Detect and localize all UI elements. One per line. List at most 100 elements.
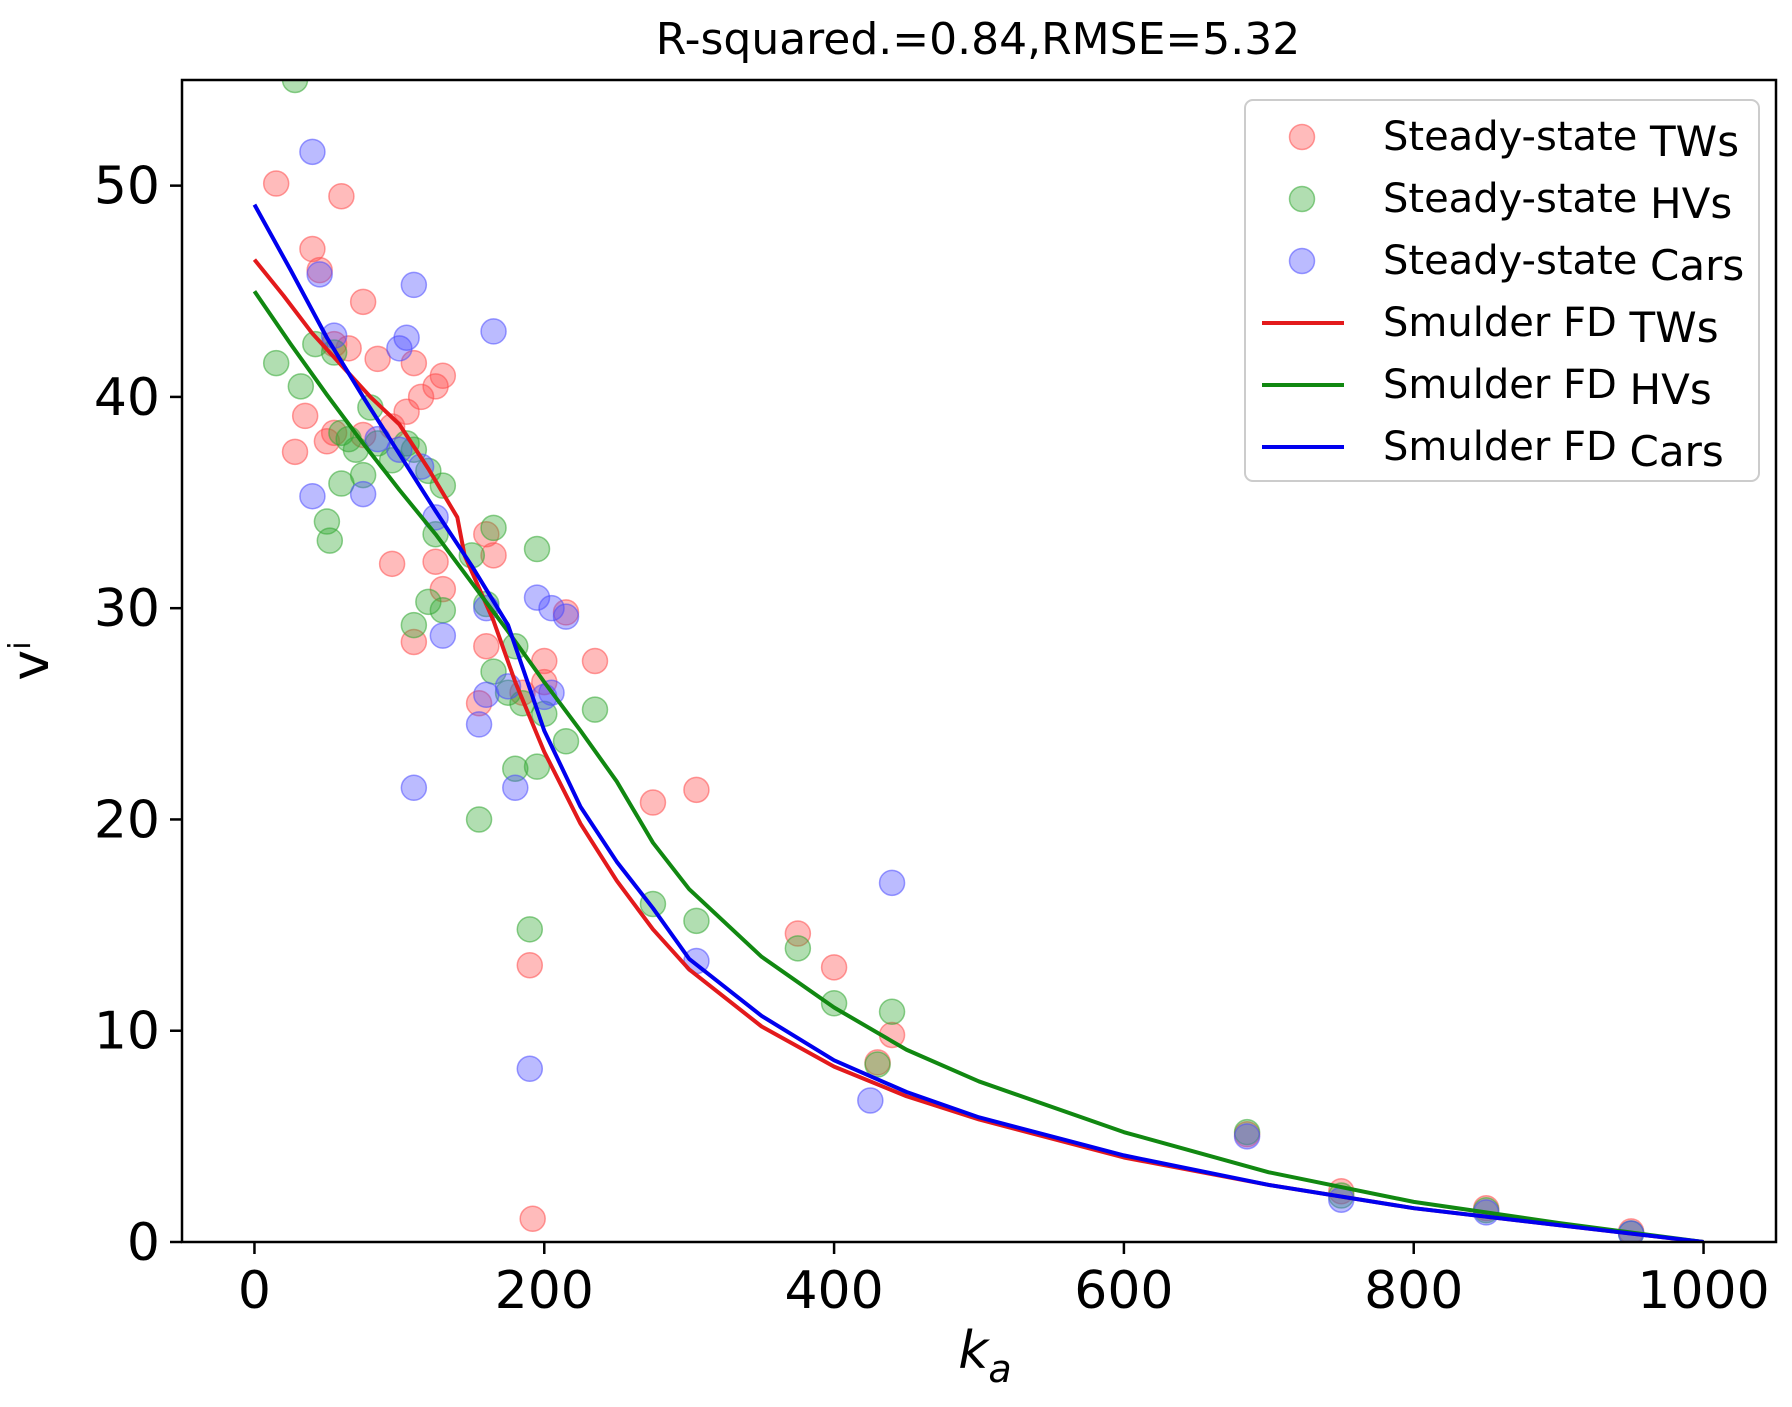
- chart-title: R-squared.=0.84,RMSE=5.32: [656, 14, 1300, 65]
- scatter-point-hvs-1: [262, 349, 290, 377]
- y-axis-label-superscript: i: [3, 641, 38, 649]
- scatter-point-tws-16: [291, 402, 319, 430]
- x-axis-label: ka: [958, 1321, 1011, 1391]
- scatter-point-tws-3: [349, 288, 377, 316]
- scatter-point-tws-37: [820, 954, 848, 981]
- fd-line-tws: [252, 258, 1704, 1242]
- legend-marker-scatter-tws: [1288, 123, 1316, 151]
- scatter-point-cars-23: [400, 774, 428, 802]
- x-axis-label-subscript: a: [988, 1347, 1011, 1391]
- scatter-point-hvs-37: [516, 916, 544, 943]
- scatter-point-hvs-39: [683, 907, 710, 935]
- scatter-point-tws-32: [639, 789, 667, 816]
- legend-marker-scatter-cars: [1288, 247, 1316, 275]
- scatter-point-tws-1: [328, 182, 355, 210]
- scatter-point-tws-7: [364, 345, 391, 373]
- legend: Steady-state TWs Steady-state HVs Steady-s…: [1244, 99, 1760, 482]
- scatter-point-hvs-11: [316, 527, 344, 554]
- scatter-point-hvs-33: [581, 696, 609, 723]
- scatter-point-cars-16: [523, 584, 551, 611]
- legend-label-line-tws: Smulder FD TWs: [1383, 300, 1719, 352]
- plot-frame: [180, 78, 1778, 1244]
- x-axis-label-main: k: [958, 1321, 990, 1381]
- legend-label-line-cars: Smulder FD Cars: [1383, 424, 1724, 476]
- scatter-point-cars-29: [1233, 1123, 1261, 1150]
- legend-box: [1244, 99, 1760, 482]
- scatter-point-hvs-32: [552, 728, 580, 755]
- scatter-point-hvs-35: [502, 755, 529, 782]
- legend-marker-scatter-hvs: [1288, 185, 1316, 213]
- x-tick-label-400: 400: [784, 1261, 883, 1321]
- y-tick-label-30: 30: [94, 579, 160, 639]
- scatter-point-cars-1: [306, 261, 333, 288]
- legend-label-line-hvs: Smulder FD HVs: [1383, 362, 1712, 414]
- scatter-point-tws-17: [313, 428, 341, 455]
- scatter-point-cars-11: [299, 482, 326, 510]
- y-tick-label-50: 50: [94, 157, 160, 217]
- x-tick-label-1000: 1000: [1637, 1261, 1769, 1321]
- scatter-point-tws-20: [422, 548, 449, 575]
- scatter-point-cars-21: [473, 681, 500, 709]
- scatter-point-cars-13: [429, 622, 457, 649]
- scatter-point-hvs-0: [281, 80, 309, 94]
- scatter-point-hvs-2: [287, 373, 315, 400]
- scatter-point-hvs-24: [429, 597, 457, 624]
- scatter-point-tws-34: [516, 951, 544, 979]
- scatter-point-tws-2: [299, 235, 326, 263]
- scatter-point-cars-27: [878, 869, 906, 897]
- scatter-point-cars-17: [538, 594, 565, 622]
- scatter-point-tws-26: [465, 690, 493, 717]
- x-axis: 0 200 400 600 800 1000: [238, 1242, 1770, 1321]
- x-tick-label-0: 0: [238, 1261, 271, 1321]
- x-tick-label-600: 600: [1074, 1261, 1173, 1321]
- y-axis: 0 10 20 30 40 50: [94, 157, 182, 1273]
- scatter-point-cars-4: [393, 324, 420, 352]
- scatter-point-cars-12: [349, 480, 377, 508]
- scatter-point-hvs-25: [400, 611, 428, 639]
- scatter-point-cars-24: [502, 774, 529, 802]
- y-axis-label-main: v: [1, 650, 61, 681]
- scatter-point-tws-19: [378, 550, 406, 578]
- scatter-point-cars-6: [480, 318, 507, 345]
- scatter-point-tws-14: [349, 421, 377, 449]
- scatter-series-cars: [299, 138, 1645, 1242]
- scatter-point-tws-31: [581, 647, 609, 675]
- legend-label-scatter-cars: Steady-state Cars: [1383, 238, 1744, 290]
- legend-label-scatter-tws: Steady-state TWs: [1383, 114, 1739, 166]
- y-tick-label-10: 10: [94, 1002, 160, 1062]
- legend-label-scatter-hvs: Steady-state HVs: [1383, 176, 1732, 228]
- scatter-point-tws-25: [473, 632, 500, 660]
- fd-line-cars: [252, 203, 1704, 1242]
- y-axis-label: vi: [1, 641, 61, 680]
- scatter-point-tws-0: [262, 170, 290, 197]
- scatter-point-hvs-9: [328, 470, 355, 497]
- scatter-point-cars-0: [299, 138, 326, 166]
- scatter-point-cars-25: [516, 1055, 544, 1083]
- y-tick-label-20: 20: [94, 790, 160, 850]
- scatter-point-cars-22: [465, 711, 493, 738]
- scatter-point-tws-18: [281, 438, 309, 466]
- scatter-point-hvs-34: [465, 806, 493, 833]
- fd-line-hvs: [252, 290, 1704, 1242]
- scatter-point-tws-35: [519, 1205, 546, 1233]
- scatter-point-tws-15: [320, 419, 348, 447]
- scatter-point-hvs-21: [480, 514, 507, 542]
- scatter-point-cars-18: [552, 603, 580, 630]
- x-tick-label-800: 800: [1364, 1261, 1463, 1321]
- scatter-point-hvs-40: [784, 935, 812, 962]
- scatter-point-hvs-23: [415, 588, 442, 616]
- scatter-point-tws-33: [683, 776, 710, 804]
- y-tick-label-40: 40: [94, 368, 160, 428]
- scatter-point-cars-5: [400, 271, 428, 299]
- scatter-point-hvs-43: [864, 1051, 891, 1078]
- scatter-point-tws-36: [784, 920, 812, 947]
- scatter-point-hvs-42: [878, 998, 906, 1025]
- y-tick-label-0: 0: [127, 1213, 160, 1273]
- scatter-point-tws-21: [480, 542, 507, 569]
- scatter-point-tws-10: [422, 373, 449, 400]
- scatter-point-tws-28: [531, 647, 558, 675]
- scatter-point-hvs-27: [523, 535, 551, 563]
- scatter-point-cars-28: [857, 1087, 884, 1114]
- x-tick-label-200: 200: [495, 1261, 594, 1321]
